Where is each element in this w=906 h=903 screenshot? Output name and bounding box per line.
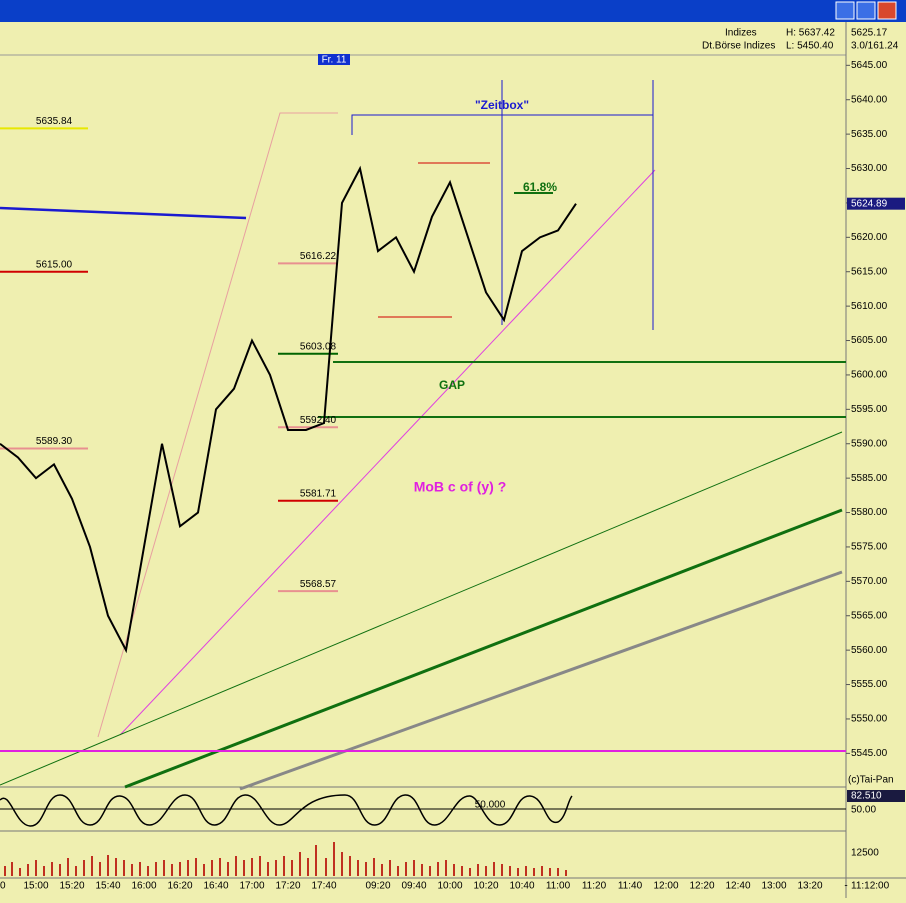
channel-line [239,570,843,791]
x-tick-label: 15:40 [95,881,120,892]
close-button[interactable] [877,1,897,20]
oscillator-value-box [847,790,905,802]
x-tick-label: 12:00 [653,881,678,892]
y-tick-label: 5590.00 [851,438,888,449]
channel-line [0,431,843,786]
annotation: "Zeitbox" [475,98,529,112]
channel-line [124,508,843,789]
y-tick-label: 5555.00 [851,679,888,690]
level-label: 5615.00 [36,259,73,270]
x-tick-label: 11:40 [618,881,643,892]
header-text: L: 5450.40 [786,41,834,52]
trend-line [0,206,247,220]
annotation: GAP [439,378,465,392]
y-tick-label: 5640.00 [851,94,888,105]
annotation: 61.8% [523,180,557,194]
y-tick-label: 5645.00 [851,60,888,71]
oscillator-line [0,794,573,827]
x-tick-label: 40 [0,881,6,892]
drawings [0,80,846,791]
minimize-button[interactable] [835,1,855,20]
x-tick-label: 16:40 [203,881,228,892]
y-tick-label: 5580.00 [851,507,888,518]
x-tick-label: 13:20 [797,881,822,892]
x-tick-label: 13:00 [761,881,786,892]
x-tick-label: 12:20 [689,881,714,892]
y-tick-label: 5635.00 [851,129,888,140]
copyright: (c)Tai-Pan [848,775,894,786]
clock: 11:12:00 [851,881,890,892]
level-label: 5568.57 [300,579,337,590]
y-tick-label: 5595.00 [851,404,888,415]
x-tick-label: 11:20 [582,881,607,892]
y-tick-label: 5560.00 [851,645,888,656]
y-tick-label: 5565.00 [851,610,888,621]
level-label: 5635.84 [36,116,73,127]
volume-bars [4,842,567,876]
zeitbox-line [351,114,653,135]
x-tick-label: 17:40 [311,881,336,892]
oscillator-level-label: 50.000 [475,800,506,811]
x-tick-label: 11:00 [546,881,571,892]
x-tick-label: 17:20 [275,881,300,892]
header-text: Dt.Börse Indizes [702,41,775,52]
level-label: 5592.40 [300,415,337,426]
header-text: Indizes [725,28,757,39]
x-tick-label: 09:40 [401,881,426,892]
volume-axis-label: 12500 [851,848,879,859]
annotation: MoB c of (y) ? [414,479,507,495]
level-label: 5581.71 [300,488,337,499]
header-text: H: 5637.42 [786,28,835,39]
session-box [318,54,350,65]
level-label: 5603.08 [300,341,337,352]
x-tick-label: 15:00 [23,881,48,892]
x-tick-label: 09:20 [365,881,390,892]
y-tick-label: 5570.00 [851,576,888,587]
x-tick-label: 12:40 [725,881,750,892]
y-tick-label: 5545.00 [851,748,888,759]
y-tick-label: 5620.00 [851,232,888,243]
trend-line [119,169,656,736]
x-tick-label: 17:00 [239,881,264,892]
header-text: 5625.17 [851,28,888,39]
price-line [0,165,577,654]
y-tick-label: 5600.00 [851,370,888,381]
header [0,22,906,55]
y-tick-label: 5610.00 [851,301,888,312]
level-label: 5589.30 [36,436,73,447]
header-text: 3.0/161.24 [851,41,899,52]
x-tick-label: 15:20 [59,881,84,892]
x-tick-label: 16:20 [167,881,192,892]
trend-line [97,112,338,738]
last-price-label: 5624.89 [851,198,888,209]
x-tick-label: 10:20 [473,881,498,892]
level-label: 5616.22 [300,251,337,262]
session-label: Fr. 11 [322,55,347,66]
y-tick-label: 5615.00 [851,266,888,277]
x-tick-label: 16:00 [131,881,156,892]
y-tick-label: 5630.00 [851,163,888,174]
y-tick-label: 5550.00 [851,714,888,725]
oscillator-value: 82.510 [851,791,882,802]
maximize-button[interactable] [856,1,876,20]
y-tick-label: 5605.00 [851,335,888,346]
oscillator-axis-label: 50.00 [851,805,876,816]
title-bar [0,0,906,22]
last-price-box [847,197,905,210]
x-tick-label: 10:00 [437,881,462,892]
y-tick-label: 5585.00 [851,473,888,484]
y-tick-label: 5575.00 [851,542,888,553]
x-tick-label: - [844,881,847,892]
x-tick-label: 10:40 [509,881,534,892]
